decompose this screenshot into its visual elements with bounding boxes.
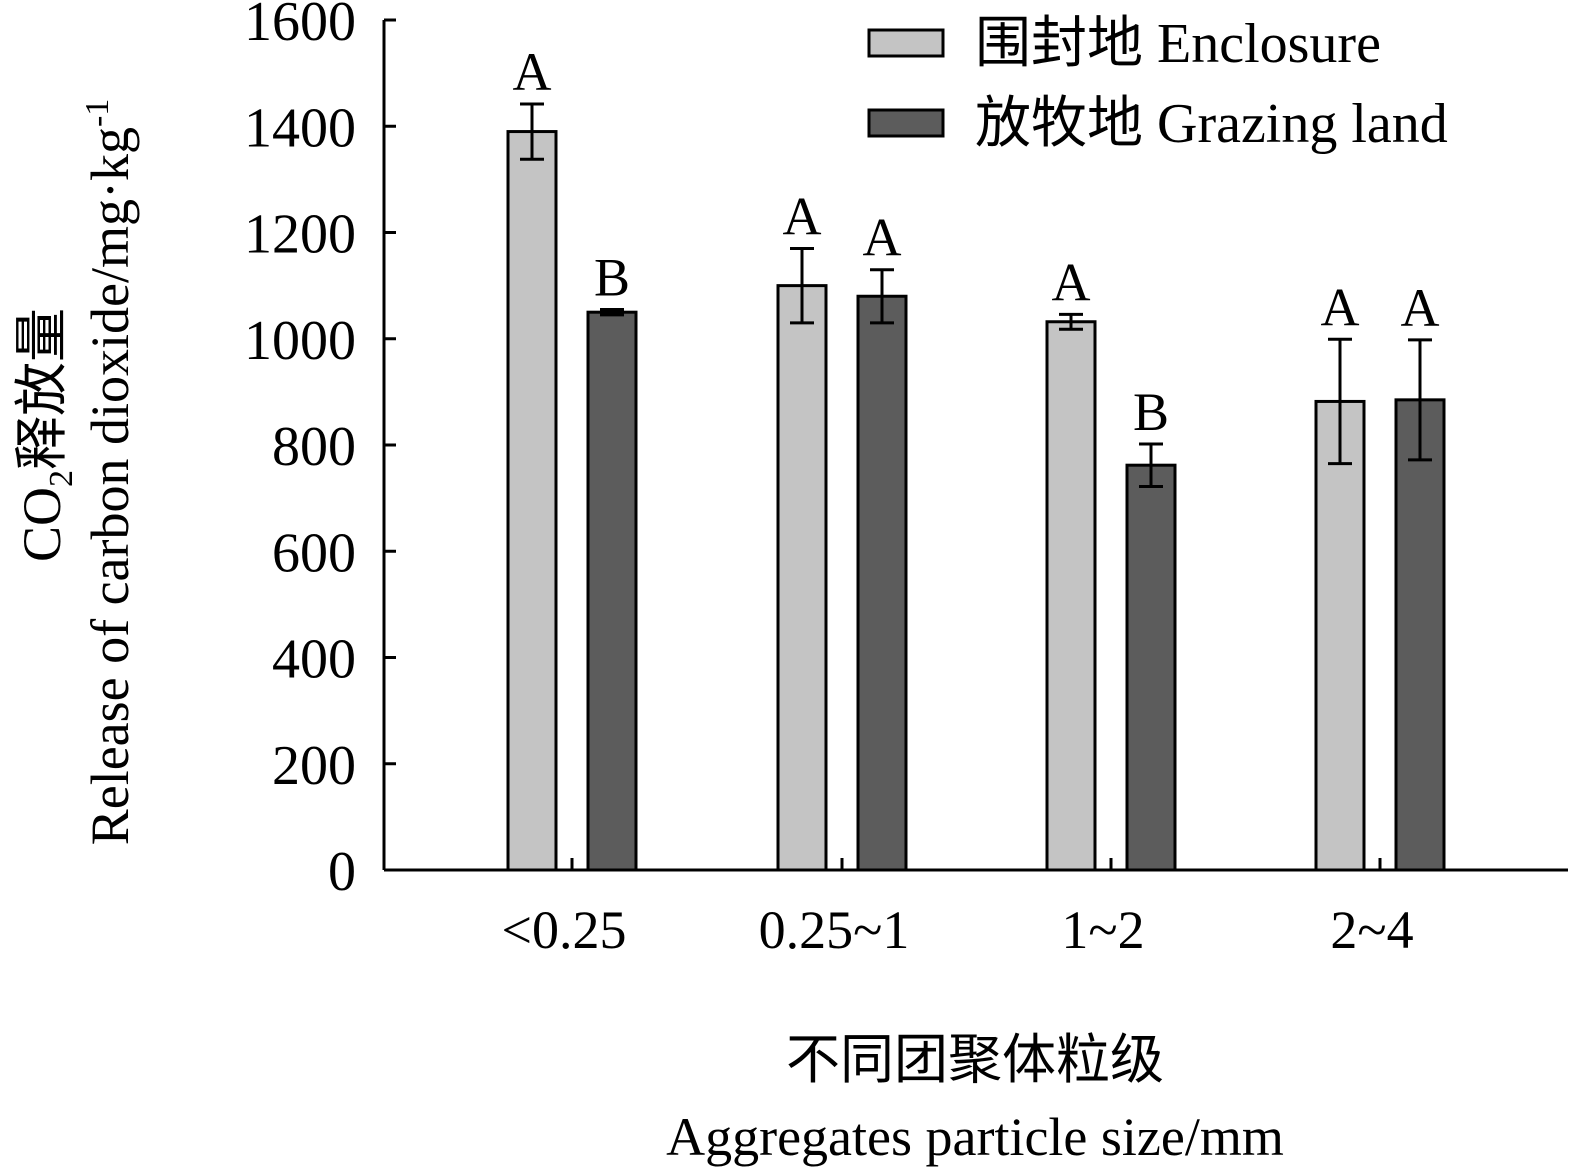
- y-axis-title-en: Release of carbon dioxide/mg·kg-1: [79, 99, 140, 846]
- x-tick-label-2: 1~2: [1061, 900, 1144, 960]
- y-axis-title-en-text: Release of carbon dioxide/mg·kg: [80, 127, 140, 845]
- bar-grazing-2: [1125, 463, 1177, 872]
- bar-grazing-1: [856, 294, 908, 872]
- significance-letter-enclosure-1: A: [783, 186, 822, 246]
- y-tick-label-600: 600: [272, 522, 356, 584]
- y-tick-label-1000: 1000: [244, 310, 356, 372]
- y-axis-title-cn: CO2释放量: [12, 308, 80, 562]
- error-bar-grazing-1: [870, 268, 894, 325]
- error-bar-grazing-0: [600, 308, 624, 317]
- significance-letter-enclosure-0: A: [513, 42, 552, 102]
- y-tick-label-0: 0: [328, 841, 356, 903]
- significance-letter-grazing-3: A: [1401, 278, 1440, 338]
- significance-letter-grazing-2: B: [1133, 382, 1169, 442]
- bar-grazing-0: [586, 310, 638, 872]
- significance-letter-grazing-1: A: [863, 208, 902, 268]
- y-axis-title-cn-subscript: 2: [43, 470, 80, 487]
- error-bar-grazing-2: [1139, 442, 1163, 488]
- y-tick-label-200: 200: [272, 735, 356, 797]
- error-bar-enclosure-2: [1059, 312, 1083, 331]
- bar-grazing-3: [1394, 398, 1446, 872]
- axes-layer: 0 200 400 600 800 1000 1200 1400 1600 <0.25 0.25~1…: [244, 0, 1568, 960]
- y-tick-label-1600: 1600: [244, 0, 356, 53]
- significance-letter-grazing-0: B: [594, 248, 630, 308]
- x-axis-title-en: Aggregates particle size/mm: [666, 1107, 1284, 1167]
- bar-enclosure-3: [1314, 399, 1366, 872]
- legend: 围封地 Enclosure 放牧地 Grazing land: [867, 13, 1448, 155]
- y-tick-label-400: 400: [272, 629, 356, 691]
- error-bar-grazing-3: [1408, 338, 1432, 462]
- y-tick-label-1400: 1400: [244, 97, 356, 159]
- bar-enclosure-2: [1045, 320, 1097, 872]
- y-axis-title-en-superscript: -1: [79, 99, 116, 127]
- y-axis-title-cn-rest: 释放量: [12, 308, 72, 470]
- y-axis-title-cn-co: CO: [12, 487, 72, 562]
- legend-swatch-grazing: [867, 108, 945, 138]
- legend-swatch-enclosure: [867, 28, 945, 58]
- legend-item-enclosure: 围封地 Enclosure: [867, 13, 1381, 75]
- y-tick-label-1200: 1200: [244, 204, 356, 266]
- legend-item-grazing: 放牧地 Grazing land: [867, 93, 1448, 155]
- error-bar-enclosure-3: [1328, 337, 1352, 466]
- error-bar-enclosure-1: [790, 246, 814, 325]
- x-axis-title-cn: 不同团聚体粒级: [786, 1030, 1164, 1090]
- error-bar-enclosure-0: [520, 102, 544, 161]
- x-tick-label-3: 2~4: [1330, 900, 1413, 960]
- legend-label-enclosure: 围封地 Enclosure: [975, 13, 1381, 75]
- x-tick-label-0: <0.25: [502, 900, 627, 960]
- significance-letter-enclosure-2: A: [1052, 252, 1091, 312]
- y-tick-label-800: 800: [272, 416, 356, 478]
- x-tick-label-1: 0.25~1: [759, 900, 910, 960]
- bar-enclosure-0: [506, 130, 558, 872]
- legend-label-grazing: 放牧地 Grazing land: [975, 93, 1448, 155]
- significance-letter-enclosure-3: A: [1321, 277, 1360, 337]
- bar-enclosure-1: [776, 284, 828, 872]
